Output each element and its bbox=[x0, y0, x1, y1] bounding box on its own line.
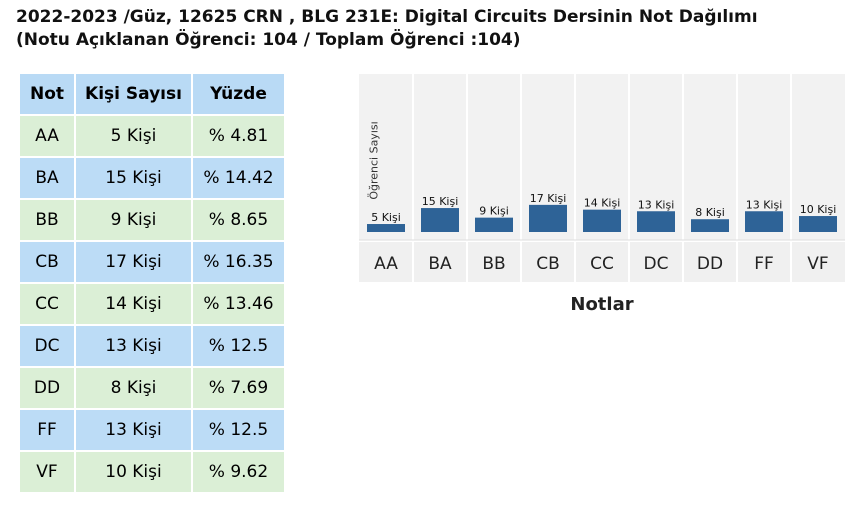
percent-cell: % 13.46 bbox=[193, 284, 286, 326]
page-title: 2022-2023 /Güz, 12625 CRN , BLG 231E: Di… bbox=[16, 6, 758, 52]
count-cell: 8 Kişi bbox=[76, 368, 193, 410]
x-tick-label: BB bbox=[482, 254, 505, 274]
table-row: CC 14 Kişi % 13.46 bbox=[20, 284, 286, 326]
grade-cell: VF bbox=[20, 452, 76, 494]
percent-cell: % 7.69 bbox=[193, 368, 286, 410]
bar-VF bbox=[799, 216, 837, 232]
bar-DD bbox=[691, 219, 729, 232]
grade-cell: FF bbox=[20, 410, 76, 452]
x-tick-label: AA bbox=[374, 254, 398, 274]
percent-cell: % 12.5 bbox=[193, 326, 286, 368]
data-label: 13 Kişi bbox=[746, 198, 783, 211]
grade-cell: AA bbox=[20, 116, 76, 158]
grade-cell: CB bbox=[20, 242, 76, 284]
data-label: 17 Kişi bbox=[530, 192, 567, 205]
x-tick-label: CB bbox=[536, 254, 560, 274]
grade-cell: BA bbox=[20, 158, 76, 200]
table-row: CB 17 Kişi % 16.35 bbox=[20, 242, 286, 284]
count-cell: 5 Kişi bbox=[76, 116, 193, 158]
count-cell: 13 Kişi bbox=[76, 326, 193, 368]
grade-distribution-table: Not Kişi Sayısı Yüzde AA 5 Kişi % 4.81 B… bbox=[20, 74, 286, 494]
x-tick-label: VF bbox=[807, 254, 828, 274]
table-row: VF 10 Kişi % 9.62 bbox=[20, 452, 286, 494]
percent-cell: % 14.42 bbox=[193, 158, 286, 200]
table-row: BB 9 Kişi % 8.65 bbox=[20, 200, 286, 242]
x-axis-title: Notlar bbox=[570, 294, 634, 315]
percent-cell: % 4.81 bbox=[193, 116, 286, 158]
percent-cell: % 16.35 bbox=[193, 242, 286, 284]
count-cell: 15 Kişi bbox=[76, 158, 193, 200]
title-line-2: (Notu Açıklanan Öğrenci: 104 / Toplam Öğ… bbox=[16, 30, 521, 50]
bar-CB bbox=[529, 204, 567, 232]
grade-cell: BB bbox=[20, 200, 76, 242]
data-label: 13 Kişi bbox=[638, 198, 675, 211]
bar-BB bbox=[475, 217, 513, 232]
header-grade: Not bbox=[20, 74, 76, 116]
x-tick-label: CC bbox=[590, 254, 614, 274]
count-cell: 13 Kişi bbox=[76, 410, 193, 452]
table-row: AA 5 Kişi % 4.81 bbox=[20, 116, 286, 158]
table-header-row: Not Kişi Sayısı Yüzde bbox=[20, 74, 286, 116]
count-cell: 14 Kişi bbox=[76, 284, 193, 326]
count-cell: 17 Kişi bbox=[76, 242, 193, 284]
data-label: 14 Kişi bbox=[584, 197, 621, 210]
category-band bbox=[359, 242, 845, 282]
grade-cell: DD bbox=[20, 368, 76, 410]
chart-svg: 5 Kişi AA 15 Kişi BA 9 Kişi BB 17 Kişi CB 14 Kiş… bbox=[359, 74, 845, 282]
bar-DC bbox=[637, 211, 675, 232]
grade-cell: DC bbox=[20, 326, 76, 368]
x-tick-label: DC bbox=[644, 254, 669, 274]
header-count: Kişi Sayısı bbox=[76, 74, 193, 116]
count-cell: 9 Kişi bbox=[76, 200, 193, 242]
x-tick-label: DD bbox=[697, 254, 723, 274]
percent-cell: % 8.65 bbox=[193, 200, 286, 242]
data-label: 15 Kişi bbox=[422, 195, 459, 208]
percent-cell: % 12.5 bbox=[193, 410, 286, 452]
grade-bar-chart: 5 Kişi AA 15 Kişi BA 9 Kişi BB 17 Kişi CB 14 Kiş… bbox=[357, 74, 847, 324]
data-label: 9 Kişi bbox=[479, 205, 509, 218]
table-row: FF 13 Kişi % 12.5 bbox=[20, 410, 286, 452]
percent-cell: % 9.62 bbox=[193, 452, 286, 494]
table-row: DD 8 Kişi % 7.69 bbox=[20, 368, 286, 410]
table-row: DC 13 Kişi % 12.5 bbox=[20, 326, 286, 368]
data-label: 5 Kişi bbox=[371, 211, 401, 224]
data-label: 10 Kişi bbox=[800, 203, 837, 216]
bar-BA bbox=[421, 208, 459, 232]
count-cell: 10 Kişi bbox=[76, 452, 193, 494]
x-tick-label: BA bbox=[428, 254, 452, 274]
grade-cell: CC bbox=[20, 284, 76, 326]
y-axis-label: Öğrenci Sayısı bbox=[367, 121, 381, 200]
bar-AA bbox=[367, 224, 405, 232]
bar-CC bbox=[583, 209, 621, 232]
x-tick-label: FF bbox=[754, 254, 774, 274]
header-percent: Yüzde bbox=[193, 74, 286, 116]
title-line-1: 2022-2023 /Güz, 12625 CRN , BLG 231E: Di… bbox=[16, 7, 758, 27]
data-label: 8 Kişi bbox=[695, 206, 725, 219]
table-row: BA 15 Kişi % 14.42 bbox=[20, 158, 286, 200]
bar-FF bbox=[745, 211, 783, 232]
